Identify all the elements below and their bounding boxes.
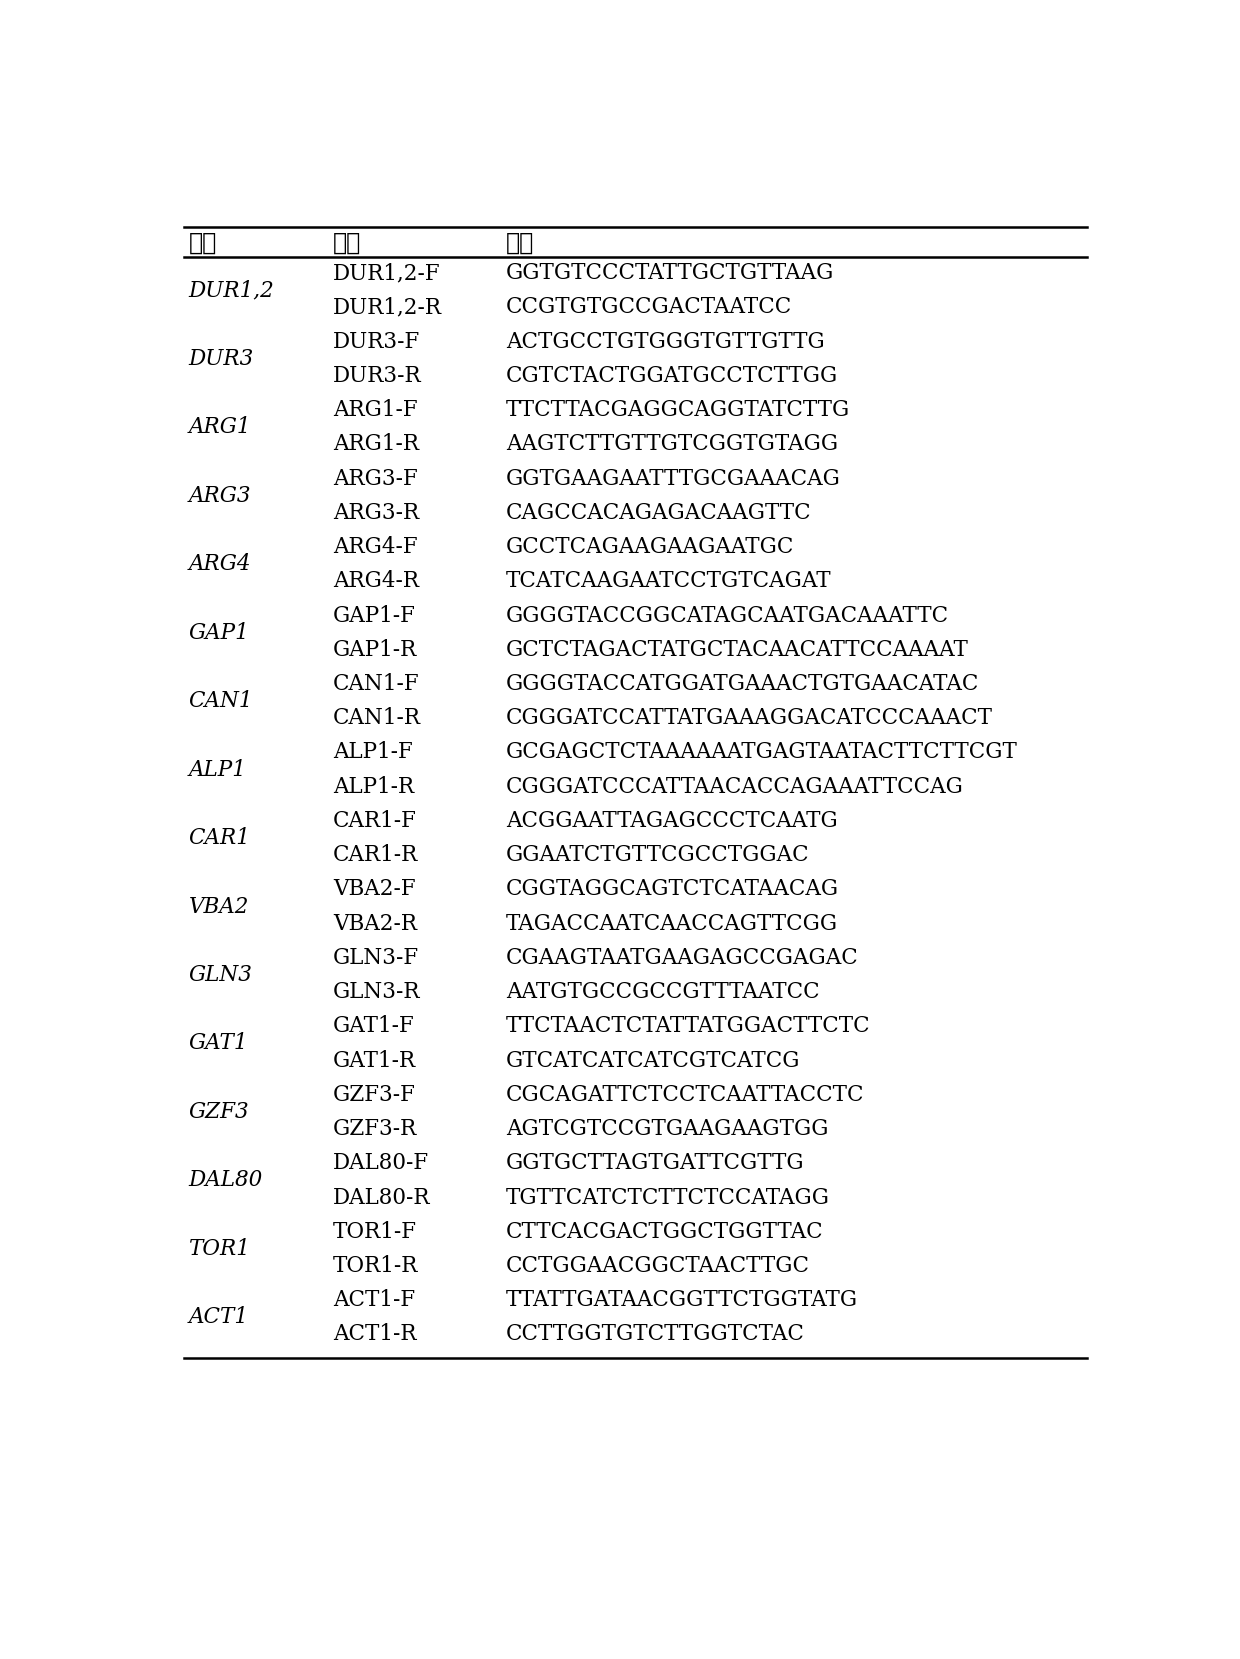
Text: CGCAGATTCTCCTCAATTACCTC: CGCAGATTCTCCTCAATTACCTC [506,1083,864,1107]
Text: GAT1-F: GAT1-F [332,1015,414,1037]
Text: DUR1,2: DUR1,2 [188,279,274,302]
Text: DUR3-F: DUR3-F [332,330,420,353]
Text: GGTGCTTAGTGATTCGTTG: GGTGCTTAGTGATTCGTTG [506,1153,805,1175]
Text: ARG4-F: ARG4-F [332,536,418,557]
Text: CGGGATCCATTATGAAAGGACATCCCAAACT: CGGGATCCATTATGAAAGGACATCCCAAACT [506,707,993,730]
Text: GCTCTAGACTATGCTACAACATTCCAAAAT: GCTCTAGACTATGCTACAACATTCCAAAAT [506,639,968,660]
Text: ARG3: ARG3 [188,484,252,506]
Text: CAR1: CAR1 [188,828,250,849]
Text: ARG4-R: ARG4-R [332,571,419,592]
Text: GAT1-R: GAT1-R [332,1050,415,1072]
Text: CAN1-F: CAN1-F [332,674,419,695]
Text: GGTGTCCCTATTGCTGTTAAG: GGTGTCCCTATTGCTGTTAAG [506,262,835,284]
Text: TOR1: TOR1 [188,1238,250,1259]
Text: ACT1-R: ACT1-R [332,1324,417,1345]
Text: ALP1-R: ALP1-R [332,776,414,798]
Text: CGGGATCCCATTAACACCAGAAATTCCAG: CGGGATCCCATTAACACCAGAAATTCCAG [506,776,963,798]
Text: ARG4: ARG4 [188,552,252,576]
Text: CAN1-R: CAN1-R [332,707,420,730]
Text: CTTCACGACTGGCTGGTTAC: CTTCACGACTGGCTGGTTAC [506,1221,823,1243]
Text: ACT1: ACT1 [188,1306,249,1329]
Text: ALP1: ALP1 [188,758,247,781]
Text: CAN1: CAN1 [188,690,253,712]
Text: 序列: 序列 [506,231,534,254]
Text: GGGGTACCGGCATAGCAATGACAAATTC: GGGGTACCGGCATAGCAATGACAAATTC [506,604,949,627]
Text: ARG1-F: ARG1-F [332,400,418,421]
Text: 基因: 基因 [188,231,217,254]
Text: CCTGGAACGGCTAACTTGC: CCTGGAACGGCTAACTTGC [506,1254,810,1277]
Text: CGGTAGGCAGTCTCATAACAG: CGGTAGGCAGTCTCATAACAG [506,878,839,901]
Text: ARG1-R: ARG1-R [332,433,419,455]
Text: CAR1-F: CAR1-F [332,810,417,831]
Text: GTCATCATCATCGTCATCG: GTCATCATCATCGTCATCG [506,1050,800,1072]
Text: GZF3-F: GZF3-F [332,1083,415,1107]
Text: CGTCTACTGGATGCCTCTTGG: CGTCTACTGGATGCCTCTTGG [506,365,838,387]
Text: CAGCCACAGAGACAAGTTC: CAGCCACAGAGACAAGTTC [506,501,811,524]
Text: ARG1: ARG1 [188,416,252,438]
Text: TTCTAACTCTATTATGGACTTCTC: TTCTAACTCTATTATGGACTTCTC [506,1015,870,1037]
Text: GZF3-R: GZF3-R [332,1118,417,1140]
Text: DAL80: DAL80 [188,1170,263,1191]
Text: VBA2: VBA2 [188,896,249,917]
Text: DUR1,2-F: DUR1,2-F [332,262,440,284]
Text: GZF3: GZF3 [188,1102,249,1123]
Text: AATGTGCCGCCGTTTAATCC: AATGTGCCGCCGTTTAATCC [506,980,820,1004]
Text: GCGAGCTCTAAAAAATGAGTAATACTTCTTCGT: GCGAGCTCTAAAAAATGAGTAATACTTCTTCGT [506,742,1018,763]
Text: ACGGAATTAGAGCCCTCAATG: ACGGAATTAGAGCCCTCAATG [506,810,837,831]
Text: CCGTGTGCCGACTAATCC: CCGTGTGCCGACTAATCC [506,297,792,319]
Text: GLN3-F: GLN3-F [332,947,419,969]
Text: VBA2-F: VBA2-F [332,878,415,901]
Text: AGTCGTCCGTGAAGAAGTGG: AGTCGTCCGTGAAGAAGTGG [506,1118,828,1140]
Text: ALP1-F: ALP1-F [332,742,413,763]
Text: GCCTCAGAAGAAGAATGC: GCCTCAGAAGAAGAATGC [506,536,794,557]
Text: ARG3-F: ARG3-F [332,468,418,489]
Text: CCTTGGTGTCTTGGTCTAC: CCTTGGTGTCTTGGTCTAC [506,1324,805,1345]
Text: AAGTCTTGTTGTCGGTGTAGG: AAGTCTTGTTGTCGGTGTAGG [506,433,838,455]
Text: TGTTCATCTCTTCTCCATAGG: TGTTCATCTCTTCTCCATAGG [506,1186,830,1208]
Text: TAGACCAATCAACCAGTTCGG: TAGACCAATCAACCAGTTCGG [506,912,838,934]
Text: TOR1-R: TOR1-R [332,1254,418,1277]
Text: GGAATCTGTTCGCCTGGAC: GGAATCTGTTCGCCTGGAC [506,844,810,866]
Text: ARG3-R: ARG3-R [332,501,419,524]
Text: TTCTTACGAGGCAGGTATCTTG: TTCTTACGAGGCAGGTATCTTG [506,400,849,421]
Text: DUR3: DUR3 [188,348,254,370]
Text: ACTGCCTGTGGGTGTTGTTG: ACTGCCTGTGGGTGTTGTTG [506,330,825,353]
Text: TCATCAAGAATCCTGTCAGAT: TCATCAAGAATCCTGTCAGAT [506,571,831,592]
Text: GLN3-R: GLN3-R [332,980,420,1004]
Text: CAR1-R: CAR1-R [332,844,418,866]
Text: TOR1-F: TOR1-F [332,1221,417,1243]
Text: DAL80-R: DAL80-R [332,1186,430,1208]
Text: GGGGTACCATGGATGAAACTGTGAACATAC: GGGGTACCATGGATGAAACTGTGAACATAC [506,674,980,695]
Text: VBA2-R: VBA2-R [332,912,417,934]
Text: GGTGAAGAATTTGCGAAACAG: GGTGAAGAATTTGCGAAACAG [506,468,841,489]
Text: TTATTGATAACGGTTCTGGTATG: TTATTGATAACGGTTCTGGTATG [506,1289,858,1311]
Text: GAT1: GAT1 [188,1032,248,1055]
Text: DUR3-R: DUR3-R [332,365,422,387]
Text: DAL80-F: DAL80-F [332,1153,429,1175]
Text: DUR1,2-R: DUR1,2-R [332,297,441,319]
Text: CGAAGTAATGAAGAGCCGAGAC: CGAAGTAATGAAGAGCCGAGAC [506,947,858,969]
Text: GAP1-R: GAP1-R [332,639,417,660]
Text: GAP1: GAP1 [188,622,249,644]
Text: ACT1-F: ACT1-F [332,1289,415,1311]
Text: 引物: 引物 [332,231,361,254]
Text: GLN3: GLN3 [188,964,253,985]
Text: GAP1-F: GAP1-F [332,604,415,627]
